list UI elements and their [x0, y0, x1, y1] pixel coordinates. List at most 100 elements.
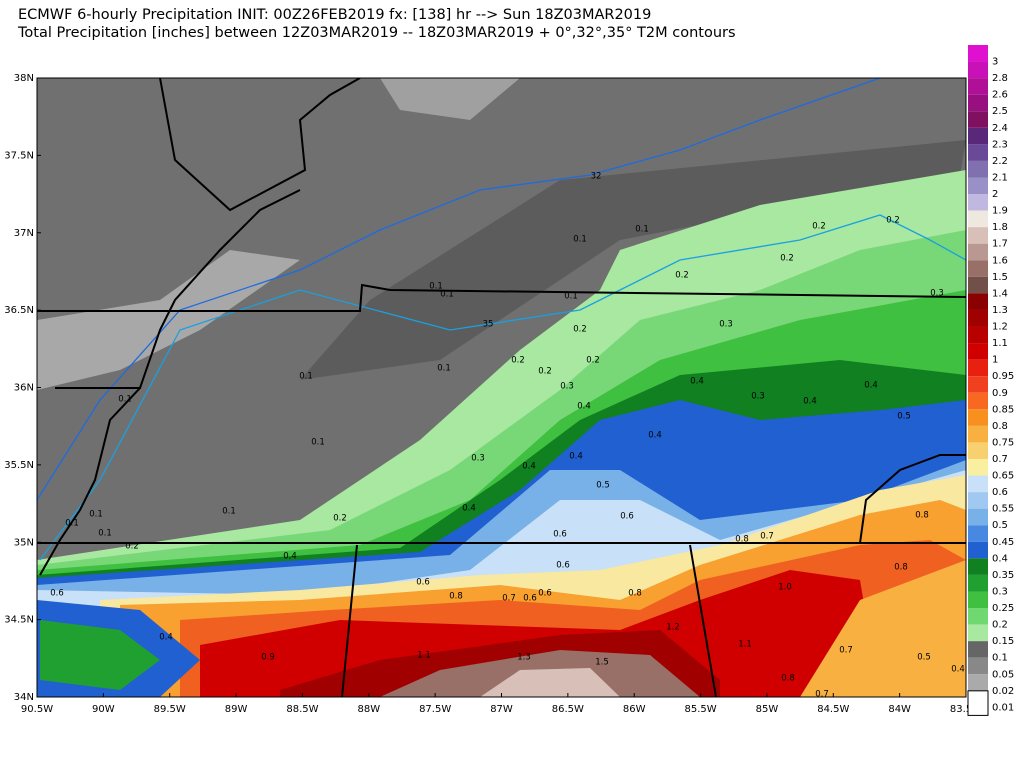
- map-label: 0.4: [283, 552, 297, 562]
- map-label: 0.5: [897, 412, 911, 422]
- map-label: 0.2: [538, 367, 552, 377]
- lon-label: 90.5W: [21, 704, 53, 715]
- map-label: 0.7: [839, 646, 853, 656]
- contour-label: 35: [483, 320, 494, 330]
- map-label: 0.3: [751, 392, 765, 402]
- map-label: 0.1: [311, 438, 325, 448]
- colorbar-cell: [968, 94, 988, 112]
- state-border: [37, 283, 966, 312]
- map-label: 0.2: [586, 356, 600, 366]
- colorbar-label: 0.9: [992, 388, 1008, 399]
- colorbar: 3 2.8 2.6 2.5 2.4 2.3 2.2 2.1 2 1.9 1.8 1.7 1.6 1.5 1.…: [967, 45, 1014, 716]
- map-label: 0.1: [98, 529, 112, 539]
- colorbar-label: 0.3: [992, 586, 1008, 597]
- map-label: 0.6: [416, 578, 430, 588]
- colorbar-cell: [968, 177, 988, 195]
- map-label: 0.4: [522, 462, 536, 472]
- colorbar-label: 0.25: [992, 603, 1014, 614]
- colorbar-label: 2.5: [992, 106, 1008, 117]
- lon-label: 87W: [490, 704, 513, 715]
- colorbar-label: 0.6: [992, 487, 1008, 498]
- colorbar-cell: [968, 293, 988, 310]
- colorbar-cell: [968, 459, 988, 476]
- colorbar-cell: [968, 657, 988, 675]
- lon-label: 85W: [756, 704, 779, 715]
- colorbar-cell: [968, 475, 988, 493]
- colorbar-label: 0.1: [992, 653, 1008, 664]
- axes: 38N 37.5N 37N 36.5N 36N 35.5N 35N 34.5N 34N90.5W…: [4, 73, 982, 715]
- contour-32: [37, 78, 881, 501]
- map-label: 0.7: [760, 532, 774, 542]
- map-label: 0.2: [125, 542, 139, 552]
- map-label: 0.4: [569, 452, 583, 462]
- map-label: 0.4: [159, 633, 173, 643]
- lon-label: 83.5W: [950, 704, 982, 715]
- lat-label: 36N: [14, 383, 34, 394]
- map-label: 0.8: [894, 563, 908, 573]
- lat-label: 36.5N: [4, 305, 34, 316]
- colorbar-label: 0.7: [992, 454, 1008, 465]
- map-label: 0.1: [573, 235, 587, 245]
- colorbar-label: 1.2: [992, 322, 1008, 333]
- colorbar-cell: [968, 78, 988, 95]
- colorbar-label: 2.2: [992, 156, 1008, 167]
- contour-35: [39, 214, 966, 561]
- state-border: [689, 544, 717, 697]
- colorbar-label: 1.3: [992, 305, 1008, 316]
- lon-label: 86.5W: [552, 704, 584, 715]
- map-label: 0.4: [951, 665, 965, 675]
- map-label: 0.8: [449, 592, 463, 602]
- map-label: 0.2: [886, 216, 900, 226]
- map-label: 0.1: [65, 519, 79, 529]
- colorbar-cell: [968, 376, 988, 393]
- colorbar-label: 0.15: [992, 636, 1014, 647]
- map-label: 0.2: [511, 356, 525, 366]
- map-label: 0.5: [596, 481, 610, 491]
- map-label: 0.1: [222, 507, 236, 517]
- lat-label: 34N: [14, 692, 34, 703]
- field: [800, 560, 966, 697]
- map-label: 0.5: [917, 653, 931, 663]
- lon-label: 90W: [92, 704, 115, 715]
- map-label: 0.1: [440, 290, 454, 300]
- lon-label: 89.5W: [154, 704, 186, 715]
- map-label: 0.6: [553, 530, 567, 540]
- map-label: 1.0: [778, 583, 792, 593]
- colorbar-label: 3: [992, 57, 998, 68]
- map-label: 0.8: [915, 511, 929, 521]
- state-border: [159, 78, 361, 212]
- precip-fields: [37, 78, 966, 697]
- colorbar-cell: [968, 45, 988, 62]
- state-border: [859, 454, 966, 544]
- map-label: 0.8: [781, 674, 795, 684]
- lat-label: 37.5N: [4, 150, 34, 161]
- colorbar-label: 2.3: [992, 139, 1008, 150]
- map-label: 0.3: [560, 382, 574, 392]
- map-label: 0.7: [815, 690, 829, 700]
- colorbar-label: 1.8: [992, 222, 1008, 233]
- colorbar-cell: [968, 641, 988, 658]
- map-label: 0.1: [118, 395, 132, 405]
- colorbar-label: 0.2: [992, 620, 1008, 631]
- colorbar-cell: [968, 111, 988, 128]
- colorbar-label: 0.01: [992, 702, 1014, 713]
- map-labels: 32 35 0.1 0.1 0.1 0.1 0.1 0.1 0.1 0.1 0.…: [50, 172, 965, 700]
- lon-label: 89W: [225, 704, 248, 715]
- field: [380, 78, 520, 120]
- map-label: 0.2: [675, 271, 689, 281]
- map-label: 0.4: [648, 431, 662, 441]
- colorbar-label: 1.5: [992, 272, 1008, 283]
- map-label: 0.2: [333, 514, 347, 524]
- colorbar-label: 0.05: [992, 669, 1014, 680]
- colorbar-cell: [968, 525, 988, 542]
- colorbar-label: 2.6: [992, 90, 1008, 101]
- colorbar-label: 0.65: [992, 471, 1014, 482]
- lon-label: 88.5W: [286, 704, 318, 715]
- state-border: [341, 544, 358, 697]
- colorbar-label: 0.85: [992, 404, 1014, 415]
- map-label: 0.4: [864, 381, 878, 391]
- lat-label: 35N: [14, 537, 34, 548]
- title-line-2: Total Precipitation [inches] between 12Z…: [17, 25, 736, 41]
- map-area: 32 35 0.1 0.1 0.1 0.1 0.1 0.1 0.1 0.1 0.…: [36, 77, 967, 700]
